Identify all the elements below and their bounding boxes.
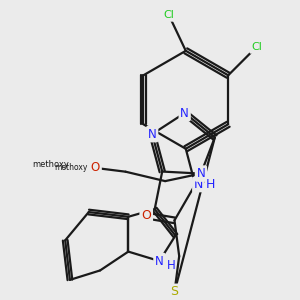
Text: N: N <box>193 178 203 191</box>
Text: S: S <box>170 285 178 298</box>
Text: O: O <box>91 161 100 174</box>
Text: N: N <box>196 167 205 180</box>
Text: O: O <box>141 209 151 222</box>
Text: methoxy: methoxy <box>55 164 88 172</box>
Text: methoxy: methoxy <box>32 160 69 169</box>
Text: N: N <box>180 106 189 119</box>
Text: Cl: Cl <box>164 10 174 20</box>
Text: H: H <box>206 178 215 191</box>
Text: N: N <box>155 254 164 268</box>
Text: Cl: Cl <box>251 42 262 52</box>
Text: N: N <box>148 128 157 141</box>
Text: H: H <box>167 259 176 272</box>
